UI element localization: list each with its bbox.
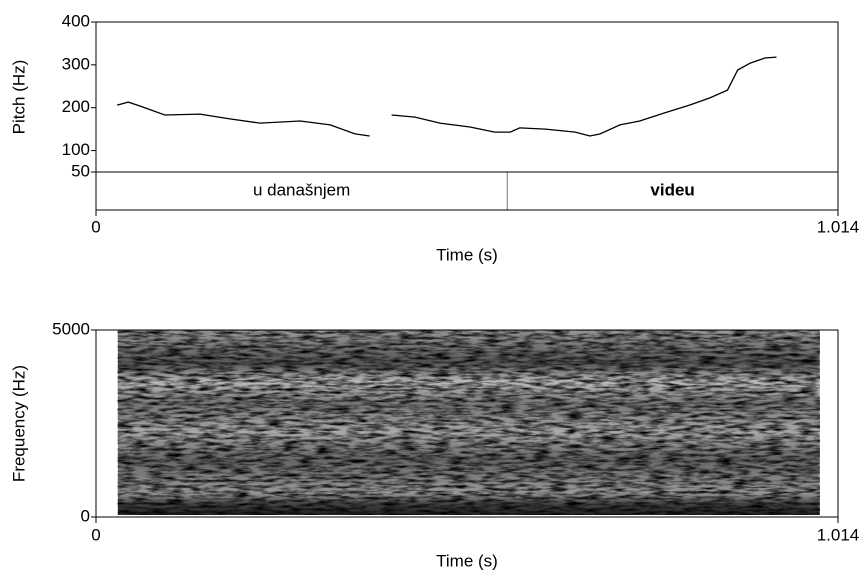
tier-label: u današnjem <box>253 180 350 199</box>
y-tick-label: 0 <box>81 506 90 525</box>
tier-label: videu <box>650 180 694 199</box>
x-tick-label: 1.014 <box>817 217 860 236</box>
y-axis-label: Frequency (Hz) <box>9 365 28 482</box>
y-tick-label: 400 <box>62 11 90 30</box>
y-tick-label: 200 <box>62 97 90 116</box>
spectrogram-texture <box>117 330 820 515</box>
y-axis-label: Pitch (Hz) <box>9 60 28 135</box>
x-tick-label: 0 <box>91 217 100 236</box>
y-tick-label: 5000 <box>52 319 90 338</box>
x-tick-label: 1.014 <box>817 525 860 544</box>
pitch-line <box>117 56 777 137</box>
plot-frame <box>95 21 839 211</box>
x-tick-label: 0 <box>91 525 100 544</box>
x-axis-label: Time (s) <box>436 551 498 570</box>
y-tick-label: 300 <box>62 54 90 73</box>
y-tick-label: 50 <box>71 161 90 180</box>
y-tick-label: 100 <box>62 140 90 159</box>
plot-frame <box>95 329 839 518</box>
x-axis-label: Time (s) <box>436 245 498 264</box>
